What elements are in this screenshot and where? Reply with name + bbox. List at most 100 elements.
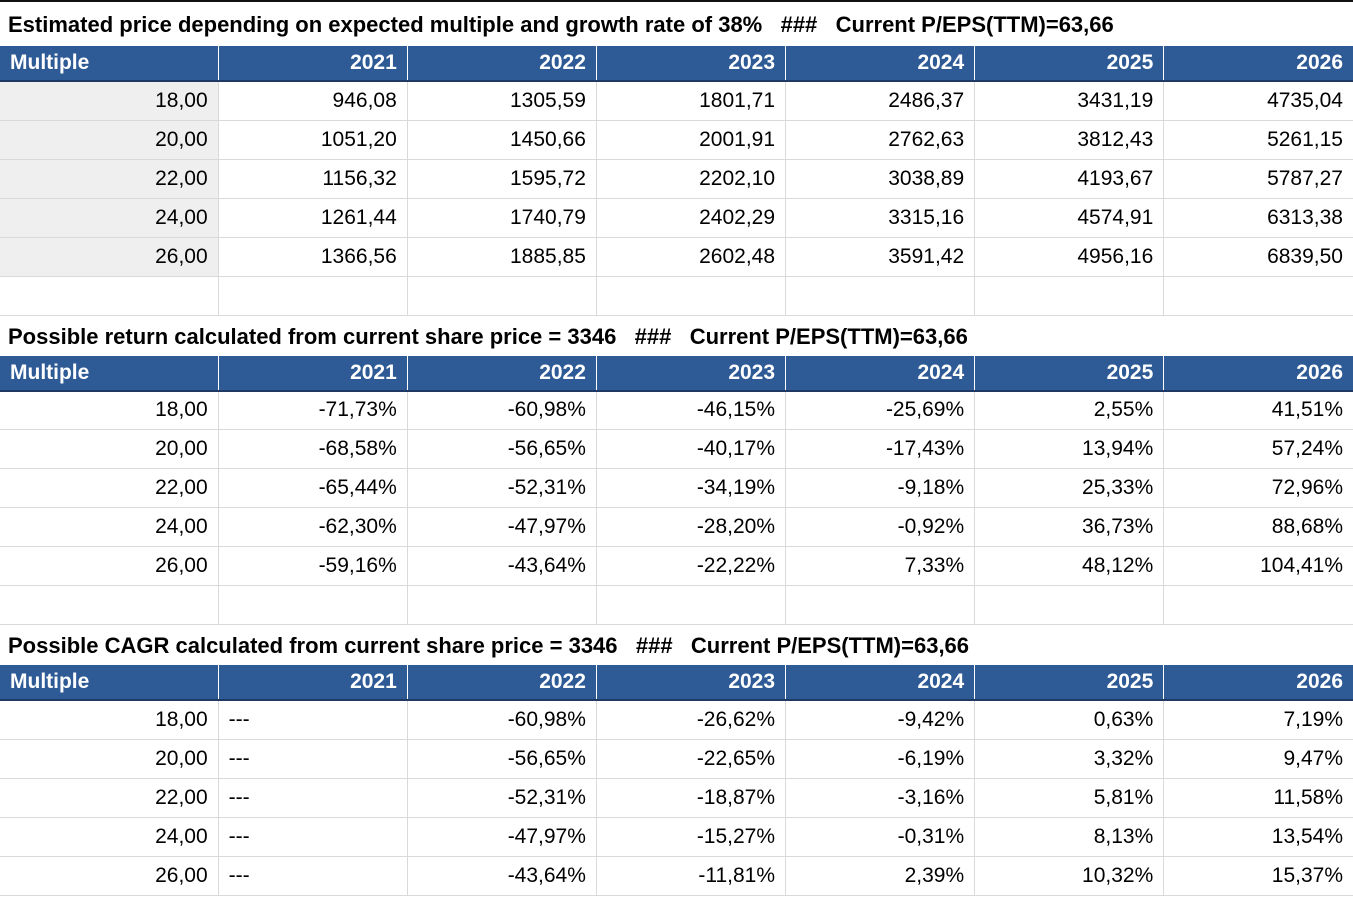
row-label-cell[interactable]: 18,00	[0, 699, 219, 740]
value-cell[interactable]: -40,17%	[595, 429, 787, 469]
column-header-multiple[interactable]: Multiple	[0, 46, 219, 82]
value-cell[interactable]: 5261,15	[1163, 119, 1353, 160]
value-cell[interactable]: -15,27%	[595, 816, 787, 857]
column-header-year[interactable]: 2023	[595, 665, 786, 701]
column-header-year[interactable]: 2026	[1163, 355, 1353, 392]
value-cell[interactable]: -46,15%	[595, 390, 787, 430]
value-cell[interactable]: 6313,38	[1163, 197, 1353, 238]
value-cell[interactable]: -25,69%	[785, 390, 976, 430]
section-title[interactable]: Estimated price depending on expected mu…	[8, 12, 1114, 37]
column-header-year[interactable]: 2024	[785, 355, 975, 392]
spacer-cell[interactable]	[595, 275, 787, 316]
value-cell[interactable]: 57,24%	[1163, 429, 1353, 469]
value-cell[interactable]: 13,54%	[1163, 816, 1353, 857]
value-cell[interactable]: -0,92%	[785, 507, 976, 547]
section-title[interactable]: Possible CAGR calculated from current sh…	[8, 633, 970, 658]
row-label-cell[interactable]: 20,00	[0, 119, 219, 160]
column-header-year[interactable]: 2025	[974, 46, 1164, 82]
value-cell[interactable]: -71,73%	[217, 390, 408, 430]
value-cell[interactable]: 7,33%	[785, 546, 976, 586]
column-header-year[interactable]: 2025	[974, 665, 1164, 701]
spacer-cell[interactable]	[0, 585, 219, 625]
row-label-cell[interactable]: 20,00	[0, 738, 219, 779]
value-cell[interactable]: 7,19%	[1163, 699, 1353, 740]
value-cell[interactable]: 5,81%	[974, 777, 1165, 818]
value-cell[interactable]: -9,18%	[785, 468, 976, 508]
value-cell[interactable]: -56,65%	[406, 738, 597, 779]
column-header-year[interactable]: 2022	[406, 46, 597, 82]
value-cell[interactable]: 3591,42	[785, 236, 976, 277]
column-header-year[interactable]: 2023	[595, 355, 786, 392]
value-cell[interactable]: 2602,48	[595, 236, 787, 277]
column-header-year[interactable]: 2021	[217, 665, 408, 701]
column-header-year[interactable]: 2022	[406, 665, 597, 701]
row-label-cell[interactable]: 26,00	[0, 236, 219, 277]
spacer-cell[interactable]	[974, 275, 1165, 316]
value-cell[interactable]: 1801,71	[595, 80, 787, 121]
value-cell[interactable]: 6839,50	[1163, 236, 1353, 277]
value-cell[interactable]: 4574,91	[974, 197, 1165, 238]
column-header-multiple[interactable]: Multiple	[0, 355, 219, 392]
value-cell[interactable]: -52,31%	[406, 777, 597, 818]
value-cell[interactable]: -3,16%	[785, 777, 976, 818]
value-cell[interactable]: 41,51%	[1163, 390, 1353, 430]
spacer-cell[interactable]	[217, 585, 408, 625]
row-label-cell[interactable]: 22,00	[0, 158, 219, 199]
value-cell[interactable]: 1740,79	[406, 197, 597, 238]
value-cell[interactable]: 11,58%	[1163, 777, 1353, 818]
value-cell[interactable]: -52,31%	[406, 468, 597, 508]
row-label-cell[interactable]: 22,00	[0, 468, 219, 508]
value-cell[interactable]: -43,64%	[406, 855, 597, 896]
value-cell[interactable]: 2486,37	[785, 80, 976, 121]
value-cell[interactable]: -22,65%	[595, 738, 787, 779]
column-header-year[interactable]: 2026	[1163, 46, 1353, 82]
value-cell[interactable]: -62,30%	[217, 507, 408, 547]
value-cell[interactable]: -65,44%	[217, 468, 408, 508]
value-cell[interactable]: 1885,85	[406, 236, 597, 277]
value-cell[interactable]: 5787,27	[1163, 158, 1353, 199]
spacer-cell[interactable]	[1163, 275, 1353, 316]
value-cell[interactable]: 1156,32	[217, 158, 408, 199]
row-label-cell[interactable]: 20,00	[0, 429, 219, 469]
value-cell[interactable]: -11,81%	[595, 855, 787, 896]
value-cell[interactable]: ---	[217, 738, 408, 779]
row-label-cell[interactable]: 18,00	[0, 390, 219, 430]
value-cell[interactable]: -28,20%	[595, 507, 787, 547]
value-cell[interactable]: 15,37%	[1163, 855, 1353, 896]
value-cell[interactable]: ---	[217, 777, 408, 818]
value-cell[interactable]: ---	[217, 855, 408, 896]
value-cell[interactable]: 88,68%	[1163, 507, 1353, 547]
value-cell[interactable]: 8,13%	[974, 816, 1165, 857]
value-cell[interactable]: 1305,59	[406, 80, 597, 121]
value-cell[interactable]: -26,62%	[595, 699, 787, 740]
value-cell[interactable]: 0,63%	[974, 699, 1165, 740]
column-header-year[interactable]: 2022	[406, 355, 597, 392]
column-header-year[interactable]: 2021	[217, 46, 408, 82]
value-cell[interactable]: -17,43%	[785, 429, 976, 469]
column-header-year[interactable]: 2021	[217, 355, 408, 392]
value-cell[interactable]: ---	[217, 699, 408, 740]
spacer-cell[interactable]	[785, 275, 976, 316]
value-cell[interactable]: 1261,44	[217, 197, 408, 238]
spacer-cell[interactable]	[0, 275, 219, 316]
column-header-year[interactable]: 2024	[785, 46, 975, 82]
row-label-cell[interactable]: 26,00	[0, 855, 219, 896]
value-cell[interactable]: 48,12%	[974, 546, 1165, 586]
column-header-multiple[interactable]: Multiple	[0, 665, 219, 701]
value-cell[interactable]: 25,33%	[974, 468, 1165, 508]
value-cell[interactable]: 1366,56	[217, 236, 408, 277]
spacer-cell[interactable]	[406, 275, 597, 316]
row-label-cell[interactable]: 18,00	[0, 80, 219, 121]
value-cell[interactable]: -47,97%	[406, 507, 597, 547]
value-cell[interactable]: -34,19%	[595, 468, 787, 508]
column-header-year[interactable]: 2026	[1163, 665, 1353, 701]
value-cell[interactable]: -56,65%	[406, 429, 597, 469]
spacer-cell[interactable]	[217, 275, 408, 316]
row-label-cell[interactable]: 24,00	[0, 197, 219, 238]
value-cell[interactable]: 104,41%	[1163, 546, 1353, 586]
value-cell[interactable]: ---	[217, 816, 408, 857]
value-cell[interactable]: 4735,04	[1163, 80, 1353, 121]
column-header-year[interactable]: 2023	[595, 46, 786, 82]
value-cell[interactable]: 946,08	[217, 80, 408, 121]
value-cell[interactable]: -18,87%	[595, 777, 787, 818]
